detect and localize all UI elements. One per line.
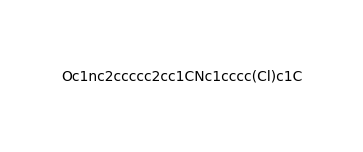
Text: Oc1nc2ccccc2cc1CNc1cccc(Cl)c1C: Oc1nc2ccccc2cc1CNc1cccc(Cl)c1C bbox=[61, 69, 302, 83]
